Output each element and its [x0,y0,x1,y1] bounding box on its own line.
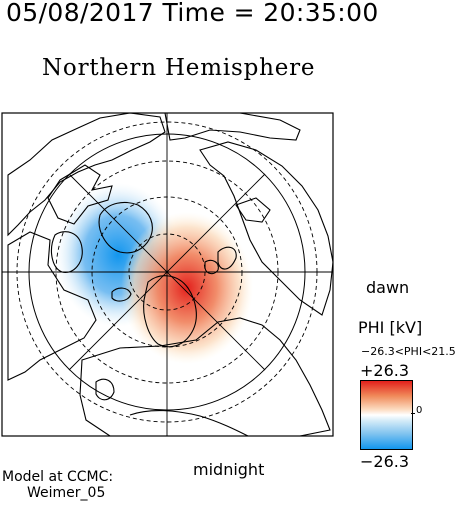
dawn-label: dawn [366,278,410,297]
land-british-isles [95,378,115,401]
model-credit-line2: Weimer_05 [27,485,106,501]
land-mediterranean [129,410,249,436]
colorbar-zero-label: 0 [416,405,423,416]
land-novaya-zemlya [217,246,237,270]
midnight-label: midnight [193,460,265,479]
land-canadian-arctic [47,164,113,225]
land-taimyr [235,197,271,223]
land-far-east [164,113,301,141]
model-credit-line1: Model at CCMC: [2,469,114,485]
map-title: Northern Hemisphere [42,55,316,81]
colorbar [360,380,413,450]
land-svalbard [204,259,219,275]
colorbar-range: −26.3<PHI<21.5 [361,345,456,358]
colorbar-max-label: +26.3 [360,361,410,380]
land-europe [79,317,331,436]
land-scandinavia [143,275,197,348]
land-iceland [111,287,132,302]
land-hudson-bay [50,231,83,273]
date-time-header: 05/08/2017 Time = 20:35:00 [6,0,379,27]
colorbar-zero-tick [411,413,415,414]
land-siberia [199,141,333,316]
land-canada-mainland [7,231,97,381]
colorbar-min-label: −26.3 [360,452,410,471]
model-credit: Model at CCMC: Weimer_05 [2,469,113,501]
colorbar-title: PHI [kV] [358,318,423,337]
